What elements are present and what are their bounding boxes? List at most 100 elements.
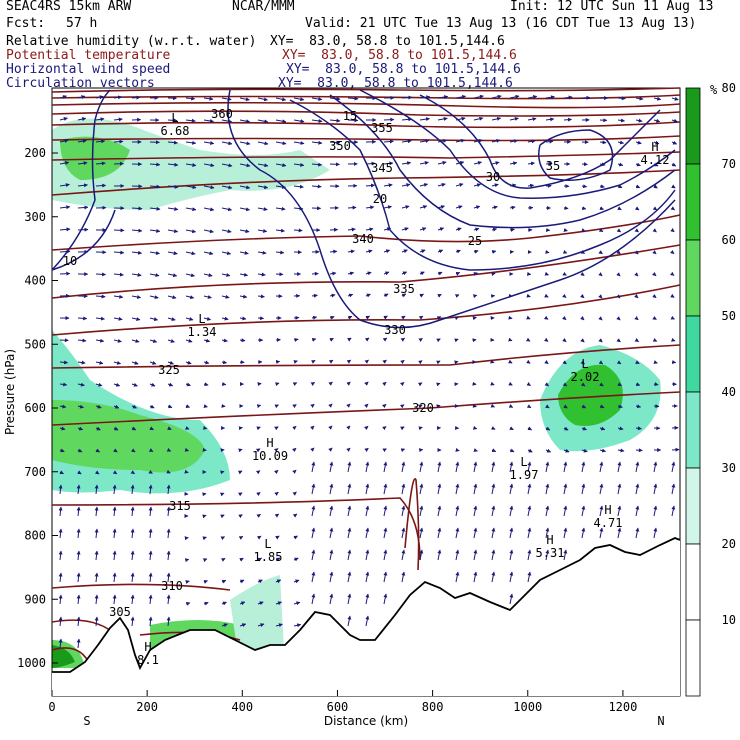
vector-arrow — [508, 404, 514, 408]
vector-arrow — [95, 360, 104, 365]
vector-arrow — [527, 461, 532, 473]
y-tick-label: 200 — [24, 146, 46, 160]
vector-arrow — [401, 271, 408, 276]
vector-arrow — [95, 139, 106, 144]
vector-arrow — [347, 205, 357, 210]
vector-arrow — [401, 483, 406, 495]
vector-arrow — [149, 206, 161, 211]
vector-arrow — [491, 527, 496, 539]
vector-arrow — [365, 549, 370, 561]
vector-arrow — [437, 116, 448, 121]
vector-arrow — [599, 505, 604, 517]
x-tick-label: 600 — [327, 700, 349, 714]
vector-arrow — [185, 295, 195, 300]
vector-arrow — [275, 250, 285, 255]
vector-arrow — [311, 140, 323, 145]
vector-arrow — [671, 360, 677, 365]
vector-arrow — [148, 469, 153, 474]
vector-arrow — [77, 95, 86, 100]
vector-arrow — [580, 293, 585, 299]
axes: 0 200 400 600 800 1000 1200 200 300 400 500 600 700 8… — [3, 146, 665, 728]
vector-arrow — [473, 205, 481, 210]
vector-arrow — [599, 184, 605, 189]
vector-arrow — [130, 594, 135, 605]
vector-arrow — [310, 425, 315, 430]
vector-arrow — [581, 527, 586, 539]
x-tick-label: 800 — [422, 700, 444, 714]
vector-arrow — [220, 514, 225, 519]
vector-arrow — [401, 161, 412, 166]
theta-label: 345 — [371, 161, 393, 175]
vector-arrow — [257, 557, 263, 562]
vector-arrow — [167, 206, 179, 211]
vector-arrow — [293, 557, 299, 562]
vector-arrow — [131, 382, 138, 387]
wind-label: 15 — [343, 109, 357, 123]
vector-arrow — [347, 593, 352, 605]
vector-arrow — [238, 492, 243, 497]
vector-arrow — [166, 484, 171, 495]
vector-arrow — [473, 116, 484, 121]
vector-arrow — [239, 579, 245, 584]
vector-arrow — [617, 404, 623, 409]
vector-arrow — [347, 505, 352, 517]
vector-arrow — [77, 183, 88, 188]
vector-arrow — [616, 360, 622, 365]
vector-arrow — [437, 505, 442, 517]
vector-arrow — [653, 382, 659, 387]
vector-arrow — [221, 229, 232, 234]
vector-arrow — [221, 338, 228, 343]
vector-arrow — [257, 272, 266, 277]
vector-arrow — [400, 448, 406, 453]
vector-arrow — [148, 550, 153, 561]
theta-contour — [51, 110, 681, 117]
vector-arrow — [167, 339, 175, 343]
vector-arrow — [149, 295, 159, 300]
vector-arrow — [113, 426, 119, 431]
vector-arrow — [491, 94, 502, 99]
vector-arrow — [203, 273, 213, 278]
vector-arrow — [545, 448, 552, 453]
vector-arrow — [274, 469, 279, 475]
vector-arrow — [58, 484, 63, 495]
vector-arrow — [185, 162, 197, 167]
vector-arrow — [383, 549, 388, 561]
vector-arrow — [239, 119, 251, 124]
vector-arrow — [545, 404, 550, 409]
vector-arrow — [239, 557, 244, 562]
vector-arrow — [491, 227, 498, 232]
vector-arrow — [257, 141, 269, 146]
vector-arrow — [509, 116, 519, 121]
wind-contour — [329, 94, 676, 229]
vector-arrow — [310, 403, 315, 408]
vector-arrow — [473, 448, 478, 452]
vector-arrow — [293, 623, 302, 628]
vector-arrow — [545, 461, 550, 473]
vector-arrow — [256, 491, 261, 497]
vector-arrow — [59, 426, 66, 431]
vector-arrow — [635, 426, 642, 431]
vector-arrow — [203, 207, 215, 212]
vector-arrow — [473, 161, 482, 165]
vector-arrow — [491, 272, 496, 277]
vector-arrow — [148, 448, 154, 453]
vector-arrow — [454, 316, 459, 321]
vector-arrow — [383, 527, 388, 539]
vector-arrow — [275, 535, 280, 540]
vector-arrow — [95, 382, 103, 387]
vector-arrow — [491, 461, 496, 473]
vector-arrow — [652, 315, 657, 320]
vector-arrow — [293, 360, 298, 364]
vector-arrow — [635, 527, 640, 539]
vector-arrow — [185, 207, 197, 212]
vector-arrow — [185, 360, 192, 365]
vector-arrow — [455, 205, 463, 210]
vector-arrow — [473, 138, 483, 143]
vector-arrow — [509, 183, 517, 188]
vector-arrow — [490, 359, 495, 364]
vector-arrow — [472, 316, 477, 321]
vector-arrow — [400, 426, 405, 431]
vector-arrow — [131, 95, 141, 100]
vector-arrow — [274, 448, 279, 453]
vector-arrow — [221, 360, 227, 365]
